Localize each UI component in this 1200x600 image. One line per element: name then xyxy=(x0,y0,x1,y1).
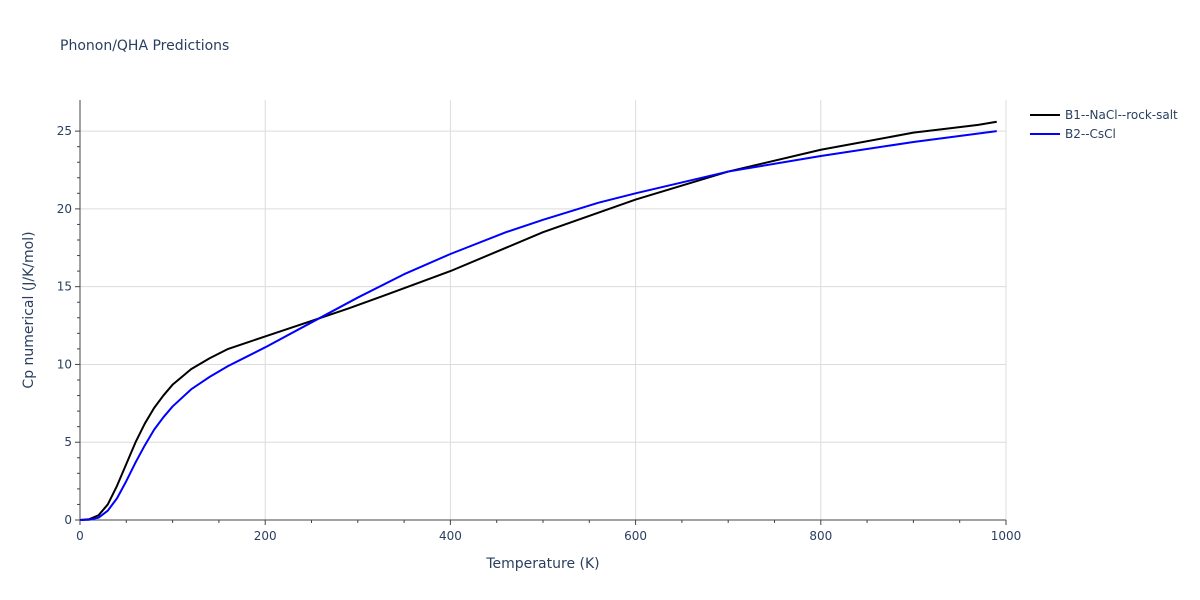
y-axis-title: Cp numerical (J/K/mol) xyxy=(21,231,37,388)
x-tick-label: 1000 xyxy=(991,529,1022,543)
legend-item-b1[interactable]: B1--NaCl--rock-salt xyxy=(1030,108,1178,122)
x-tick-label: 800 xyxy=(809,529,832,543)
legend-label-b2: B2--CsCl xyxy=(1065,127,1116,141)
legend-item-b2[interactable]: B2--CsCl xyxy=(1030,127,1116,141)
x-tick-label: 0 xyxy=(76,529,84,543)
series-line-0[interactable] xyxy=(79,120,997,521)
x-tick-label: 400 xyxy=(439,529,462,543)
y-tick-label: 10 xyxy=(57,357,72,371)
ticks-layer: 0 200 400 600 800 1000 0 5 10 15 20 25 xyxy=(57,124,1022,543)
y-tick-label: 20 xyxy=(57,202,72,216)
x-axis-title: Temperature (K) xyxy=(485,556,599,572)
x-tick-label: 200 xyxy=(254,529,277,543)
y-tick-label: 5 xyxy=(64,435,72,449)
y-tick-label: 15 xyxy=(57,280,72,294)
series-layer xyxy=(79,120,997,521)
chart-title: Phonon/QHA Predictions xyxy=(60,38,229,54)
series-line-1[interactable] xyxy=(79,130,997,521)
y-tick-label: 0 xyxy=(64,513,72,527)
grid-layer xyxy=(80,100,1007,520)
legend-label-b1: B1--NaCl--rock-salt xyxy=(1065,108,1178,122)
axes-layer xyxy=(79,100,1006,521)
x-tick-label: 600 xyxy=(624,529,647,543)
y-tick-label: 25 xyxy=(57,124,72,138)
legend[interactable]: B1--NaCl--rock-salt B2--CsCl xyxy=(1030,108,1178,141)
